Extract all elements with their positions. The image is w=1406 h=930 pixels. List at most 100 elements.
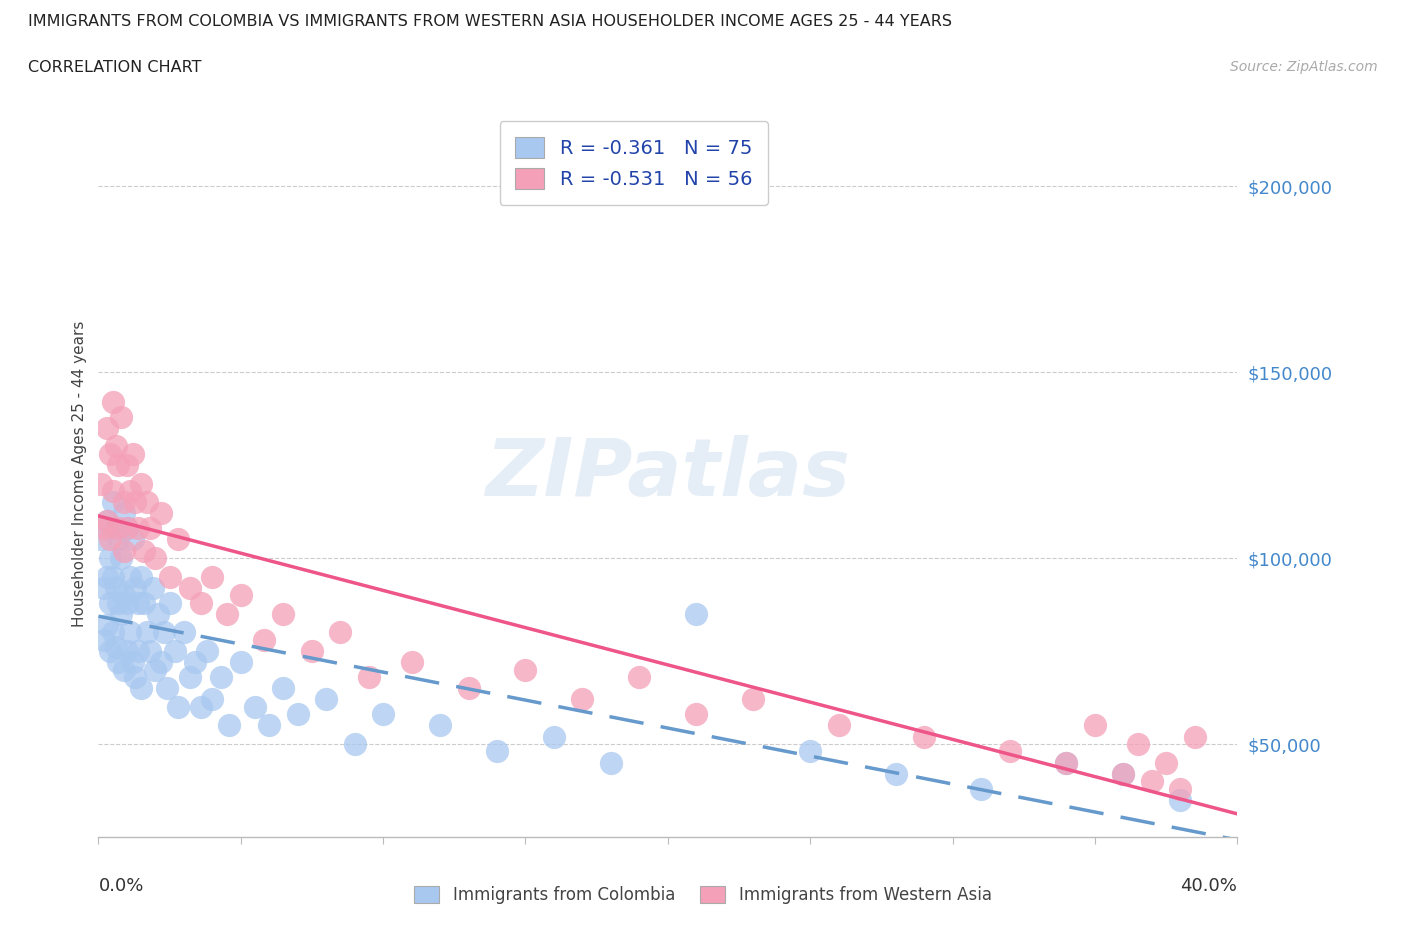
Point [101, 569, 124, 584]
Point [101, 625, 124, 640]
Point [167, 699, 190, 714]
Point [101, 495, 124, 510]
Point [685, 606, 707, 621]
Point [129, 569, 152, 584]
Point [799, 744, 821, 759]
Point [165, 644, 187, 658]
Point [118, 484, 141, 498]
Point [104, 580, 127, 595]
Point [301, 644, 323, 658]
Point [93, 580, 115, 595]
Point [98, 551, 121, 565]
Text: 0.0%: 0.0% [98, 877, 143, 895]
Point [201, 569, 224, 584]
Point [373, 707, 395, 722]
Point [110, 606, 132, 621]
Point [148, 606, 170, 621]
Point [98, 595, 121, 610]
Legend: R = -0.361   N = 75, R = -0.531   N = 56: R = -0.361 N = 75, R = -0.531 N = 56 [499, 121, 768, 205]
Point [124, 670, 146, 684]
Point [486, 744, 509, 759]
Point [543, 729, 565, 744]
Point [107, 532, 129, 547]
Point [167, 532, 190, 547]
Point [138, 521, 160, 536]
Point [1140, 774, 1163, 789]
Point [150, 655, 173, 670]
Point [1056, 755, 1078, 770]
Point [600, 755, 623, 770]
Point [129, 681, 152, 696]
Point [229, 588, 252, 603]
Point [118, 625, 141, 640]
Point [96, 513, 118, 528]
Point [138, 644, 160, 658]
Point [129, 476, 152, 491]
Point [115, 521, 138, 536]
Point [1084, 718, 1107, 733]
Point [190, 699, 212, 714]
Point [998, 744, 1021, 759]
Point [970, 781, 993, 796]
Point [115, 458, 138, 472]
Point [124, 495, 146, 510]
Point [159, 569, 181, 584]
Point [1112, 766, 1135, 781]
Point [685, 707, 707, 722]
Point [912, 729, 935, 744]
Point [287, 707, 309, 722]
Point [112, 543, 135, 558]
Point [112, 506, 135, 521]
Point [135, 495, 157, 510]
Point [190, 595, 212, 610]
Point [159, 595, 181, 610]
Point [184, 655, 207, 670]
Point [127, 521, 149, 536]
Point [107, 655, 129, 670]
Legend: Immigrants from Colombia, Immigrants from Western Asia: Immigrants from Colombia, Immigrants fro… [406, 878, 1000, 912]
Point [145, 551, 167, 565]
Point [1126, 737, 1149, 751]
Text: IMMIGRANTS FROM COLOMBIA VS IMMIGRANTS FROM WESTERN ASIA HOUSEHOLDER INCOME AGES: IMMIGRANTS FROM COLOMBIA VS IMMIGRANTS F… [28, 14, 952, 29]
Point [343, 737, 366, 751]
Point [107, 595, 129, 610]
Point [121, 532, 143, 547]
Point [98, 532, 121, 547]
Point [1154, 755, 1177, 770]
Point [1056, 755, 1078, 770]
Point [1170, 792, 1192, 807]
Point [115, 521, 138, 536]
Text: CORRELATION CHART: CORRELATION CHART [28, 60, 201, 75]
Point [429, 718, 451, 733]
Point [101, 394, 124, 409]
Text: ZIPatlas: ZIPatlas [485, 435, 851, 513]
Point [515, 662, 537, 677]
Point [273, 681, 295, 696]
Point [93, 632, 115, 647]
Point [90, 476, 112, 491]
Point [218, 718, 240, 733]
Point [252, 632, 274, 647]
Point [884, 766, 907, 781]
Point [457, 681, 479, 696]
Point [1184, 729, 1206, 744]
Point [156, 681, 179, 696]
Point [571, 692, 593, 707]
Point [259, 718, 281, 733]
Point [121, 446, 143, 461]
Text: 40.0%: 40.0% [1181, 877, 1237, 895]
Y-axis label: Householder Income Ages 25 - 44 years: Householder Income Ages 25 - 44 years [72, 321, 87, 628]
Point [98, 644, 121, 658]
Point [104, 439, 127, 454]
Point [401, 655, 423, 670]
Point [93, 521, 115, 536]
Point [104, 640, 127, 655]
Point [145, 662, 167, 677]
Point [179, 670, 201, 684]
Point [315, 692, 337, 707]
Point [201, 692, 224, 707]
Point [107, 458, 129, 472]
Point [118, 569, 141, 584]
Point [124, 580, 146, 595]
Point [127, 644, 149, 658]
